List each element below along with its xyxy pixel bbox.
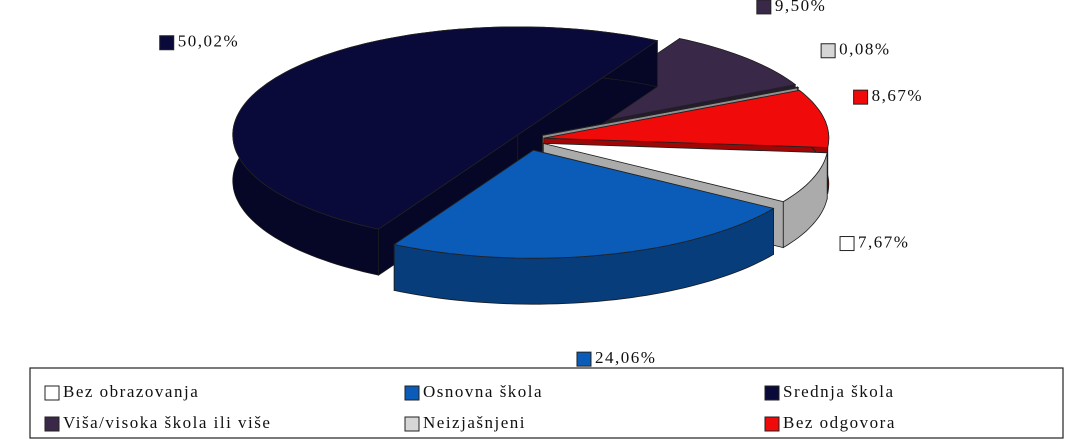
slice-side-shade	[394, 208, 774, 305]
label-swatch	[756, 0, 772, 15]
legend-box	[29, 367, 1064, 439]
slice-top	[543, 89, 830, 148]
data-label: 50,02%	[178, 32, 239, 51]
legend-swatch	[764, 385, 780, 401]
slice-top	[542, 86, 800, 136]
data-label: 9,50%	[775, 0, 826, 15]
legend-label: Bez odgovora	[783, 413, 896, 432]
label-swatch	[576, 351, 592, 367]
legend-swatch	[44, 385, 60, 401]
legend-label: Srednja škola	[783, 382, 895, 401]
slice-top	[543, 143, 828, 203]
slice-top	[232, 26, 659, 230]
legend-label: Bez obrazovanja	[63, 382, 199, 401]
legend-swatch	[764, 416, 780, 432]
data-label: 7,67%	[858, 232, 909, 251]
label-swatch	[853, 89, 869, 105]
slice	[393, 149, 775, 305]
slice-side-shade	[783, 152, 828, 248]
label-swatch	[820, 43, 836, 59]
data-label: 0,08%	[839, 40, 890, 59]
legend-label: Neizjašnjeni	[423, 413, 526, 432]
legend-label: Viša/visoka škola ili više	[63, 413, 271, 432]
legend-swatch	[44, 416, 60, 432]
label-swatch	[159, 35, 175, 51]
data-label: 24,06%	[595, 348, 656, 367]
data-label: 8,67%	[872, 86, 923, 105]
legend-swatch	[404, 385, 420, 401]
slice-top	[393, 149, 775, 259]
legend-swatch	[404, 416, 420, 432]
legend-label: Osnovna škola	[423, 382, 543, 401]
label-swatch	[839, 236, 855, 252]
